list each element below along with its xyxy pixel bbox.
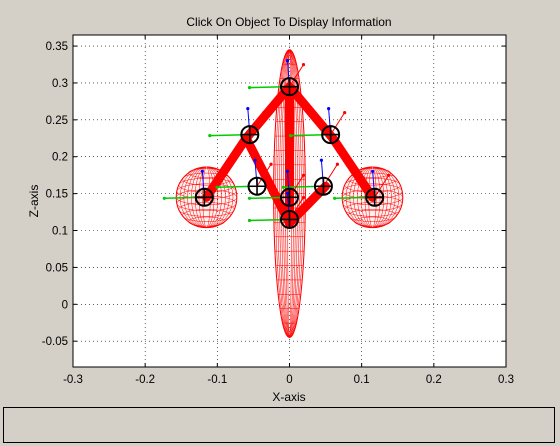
frame-axis-red-tip <box>269 162 273 166</box>
y-tick-label: 0.25 <box>46 115 68 127</box>
x-tick-label: 0.3 <box>498 374 514 386</box>
joint-marker[interactable] <box>313 176 333 196</box>
frame-axis-red <box>374 175 390 198</box>
limb-segment[interactable] <box>285 181 331 228</box>
frame-axis-blue-tip <box>319 158 324 162</box>
frame-axis-blue-tip <box>285 191 290 196</box>
frame-axis-green-tip <box>208 134 212 138</box>
frame-axis-red <box>256 163 272 187</box>
frame-axis-red-tip <box>301 173 306 177</box>
frame-axis-red-tip <box>216 173 220 177</box>
limb-segment[interactable] <box>285 82 338 143</box>
sphere-mesh-parallel <box>178 202 235 217</box>
frame-axis-green-tip <box>281 185 286 189</box>
frame-axis-red <box>322 163 338 187</box>
frame-axis-blue-tip <box>327 107 331 111</box>
x-axis-label: X-axis <box>272 390 305 404</box>
joint-marker[interactable] <box>247 176 267 196</box>
frame-axis-red <box>289 197 304 220</box>
y-tick-label: 0 <box>62 299 68 311</box>
frame-axis-green-tip <box>247 86 252 90</box>
joint-marker[interactable] <box>321 125 341 145</box>
joint-marker[interactable] <box>365 187 385 207</box>
info-panel[interactable] <box>3 407 555 443</box>
y-tick-label: 0.15 <box>46 189 68 201</box>
sphere-mesh-parallel <box>347 209 397 222</box>
frame-axis-red <box>289 64 304 87</box>
frame-axis-red <box>330 112 346 135</box>
frame-axis-red <box>289 175 304 198</box>
limb-segment[interactable] <box>241 133 294 228</box>
frame-axis-green-tip <box>333 196 337 200</box>
plot-title: Click On Object To Display Information <box>186 15 391 29</box>
y-tick-label: 0.05 <box>46 262 68 274</box>
limb-segment[interactable] <box>202 133 251 202</box>
frame-axis-green-tip <box>162 196 166 200</box>
y-tick-label: 0.3 <box>52 78 68 90</box>
frame-axis-blue-tip <box>253 158 257 162</box>
sphere-mesh-parallel <box>182 209 232 222</box>
joint-marker[interactable] <box>194 187 214 207</box>
frame-axis-red-tip <box>335 162 340 166</box>
sphere-mesh-parallel <box>344 202 401 217</box>
x-tick-label: -0.1 <box>207 374 227 386</box>
joint-marker[interactable] <box>280 77 299 97</box>
frame-axis-red <box>249 112 265 135</box>
frame-axis-blue-tip <box>200 169 204 173</box>
frame-axis-green-tip <box>215 185 219 189</box>
frame-axis-red-tip <box>301 195 306 200</box>
frame-axis-red-tip <box>343 111 347 115</box>
limb-segment[interactable] <box>328 133 377 202</box>
axis-ticks: -0.3 -0.2 -0.1 0 0.1 0.2 0.3 -0.05 0 0.05 0.1 0.15 0… <box>42 35 514 386</box>
frame-axis-red-tip <box>301 63 306 67</box>
joint-marker[interactable] <box>280 209 299 229</box>
sphere-mesh-parallel <box>188 216 225 227</box>
frame-axis-red-tip <box>387 173 391 177</box>
frame-axis-green-tip <box>247 196 252 200</box>
joint-marker[interactable] <box>280 187 299 207</box>
y-tick-label: 0.35 <box>46 41 68 53</box>
x-tick-label: -0.3 <box>63 374 83 386</box>
joint-markers[interactable] <box>194 77 385 229</box>
sphere-mesh-parallel <box>354 216 391 227</box>
frame-axis-blue-tip <box>371 169 375 173</box>
joint-marker[interactable] <box>240 125 260 145</box>
frame-axis-blue-tip <box>285 169 290 173</box>
x-tick-label: 0 <box>286 374 292 386</box>
frame-axis-green-tip <box>289 134 293 138</box>
y-axis-label: Z-axis <box>27 185 41 218</box>
y-tick-label: -0.05 <box>42 336 68 348</box>
frame-axis-blue-tip <box>285 59 290 63</box>
sphere-mesh-parallel <box>182 172 232 186</box>
frame-axis-red-tip <box>262 111 266 115</box>
x-tick-label: 0.1 <box>354 374 370 386</box>
frame-axis-blue-tip <box>246 107 250 111</box>
x-tick-label: 0.2 <box>426 374 442 386</box>
y-tick-label: 0.2 <box>52 152 68 164</box>
frame-axis-green-tip <box>247 218 252 223</box>
x-tick-label: -0.2 <box>135 374 155 386</box>
y-tick-label: 0.1 <box>52 226 68 238</box>
frame-axis-red <box>203 175 219 198</box>
